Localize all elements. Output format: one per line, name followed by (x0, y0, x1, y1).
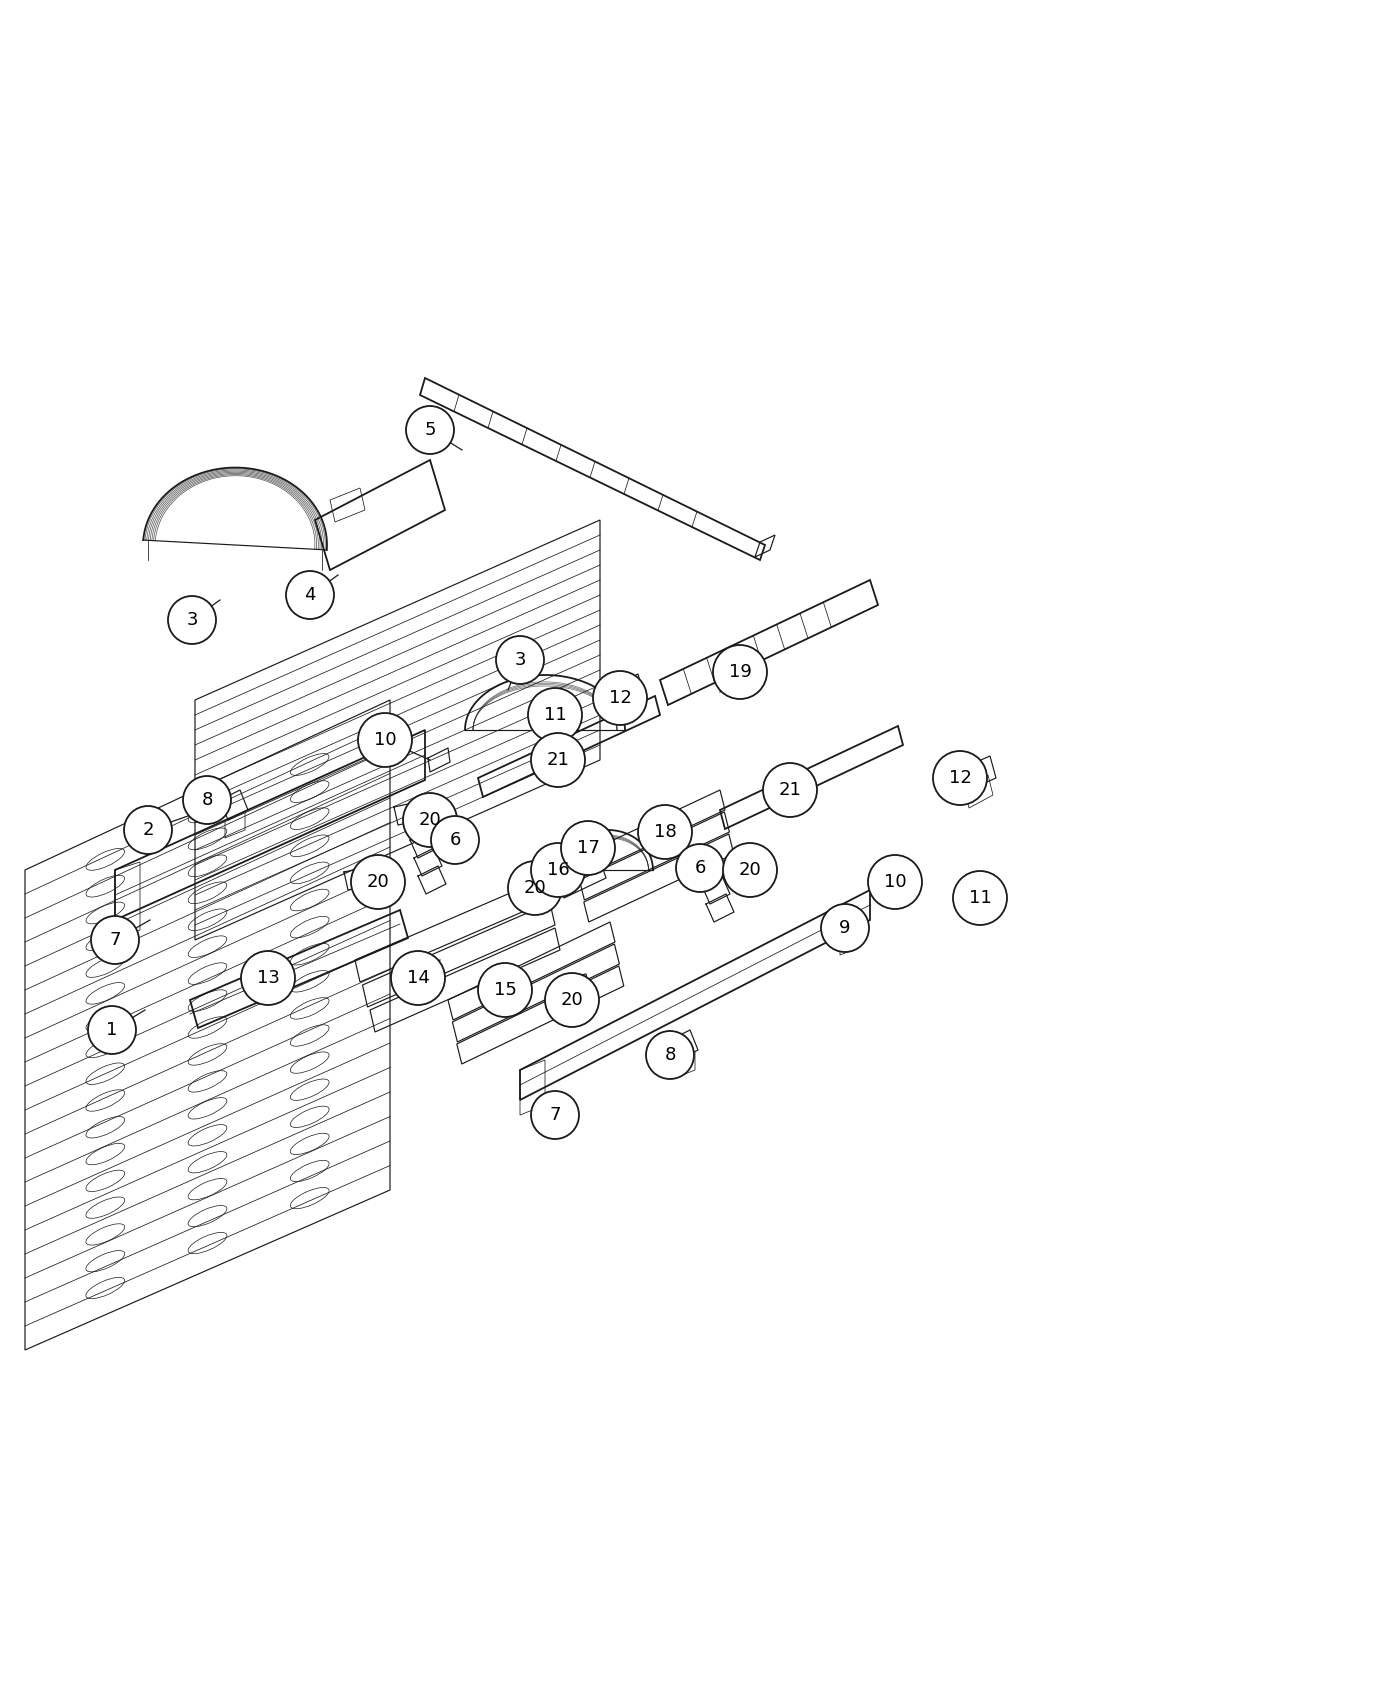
Text: 14: 14 (406, 969, 430, 988)
Circle shape (88, 1006, 136, 1054)
Text: 19: 19 (728, 663, 752, 682)
Circle shape (638, 806, 692, 858)
Circle shape (722, 843, 777, 898)
Text: 10: 10 (374, 731, 396, 750)
Text: 5: 5 (424, 422, 435, 439)
Circle shape (403, 792, 456, 847)
Circle shape (953, 870, 1007, 925)
Text: 7: 7 (109, 932, 120, 949)
Circle shape (496, 636, 545, 683)
Circle shape (763, 763, 818, 818)
Text: 17: 17 (577, 840, 599, 857)
Circle shape (676, 843, 724, 893)
Text: 18: 18 (654, 823, 676, 842)
Circle shape (645, 1030, 694, 1080)
Text: 11: 11 (969, 889, 991, 908)
Text: 13: 13 (256, 969, 280, 988)
Circle shape (528, 688, 582, 741)
Text: 20: 20 (367, 874, 389, 891)
Text: 7: 7 (549, 1107, 561, 1124)
Circle shape (286, 571, 335, 619)
Text: 2: 2 (143, 821, 154, 840)
Circle shape (406, 406, 454, 454)
Text: 21: 21 (546, 751, 570, 768)
Circle shape (183, 775, 231, 824)
Text: 1: 1 (106, 1022, 118, 1039)
Circle shape (531, 843, 585, 898)
Circle shape (531, 1091, 580, 1139)
Text: 15: 15 (494, 981, 517, 1000)
Text: 6: 6 (449, 831, 461, 848)
Circle shape (91, 916, 139, 964)
Text: 12: 12 (609, 688, 631, 707)
Text: 8: 8 (665, 1046, 676, 1064)
Circle shape (168, 597, 216, 644)
Circle shape (431, 816, 479, 864)
Circle shape (358, 712, 412, 767)
Circle shape (932, 751, 987, 806)
Circle shape (820, 904, 869, 952)
Text: 21: 21 (778, 780, 801, 799)
Text: 16: 16 (546, 860, 570, 879)
Circle shape (508, 860, 561, 915)
Circle shape (531, 733, 585, 787)
Text: 3: 3 (514, 651, 526, 670)
Circle shape (241, 950, 295, 1005)
Text: 20: 20 (739, 860, 762, 879)
Circle shape (594, 672, 647, 724)
Text: 20: 20 (560, 991, 584, 1010)
Text: 4: 4 (304, 586, 316, 604)
Text: 9: 9 (839, 920, 851, 937)
Circle shape (351, 855, 405, 910)
Circle shape (391, 950, 445, 1005)
Circle shape (125, 806, 172, 853)
Text: 6: 6 (694, 858, 706, 877)
Text: 20: 20 (419, 811, 441, 830)
Text: 3: 3 (186, 610, 197, 629)
Text: 8: 8 (202, 790, 213, 809)
Text: 12: 12 (949, 768, 972, 787)
Circle shape (713, 644, 767, 699)
Text: 20: 20 (524, 879, 546, 898)
Text: 11: 11 (543, 706, 567, 724)
Circle shape (545, 972, 599, 1027)
Circle shape (561, 821, 615, 876)
Circle shape (868, 855, 923, 910)
Circle shape (477, 962, 532, 1017)
Text: 10: 10 (883, 874, 906, 891)
